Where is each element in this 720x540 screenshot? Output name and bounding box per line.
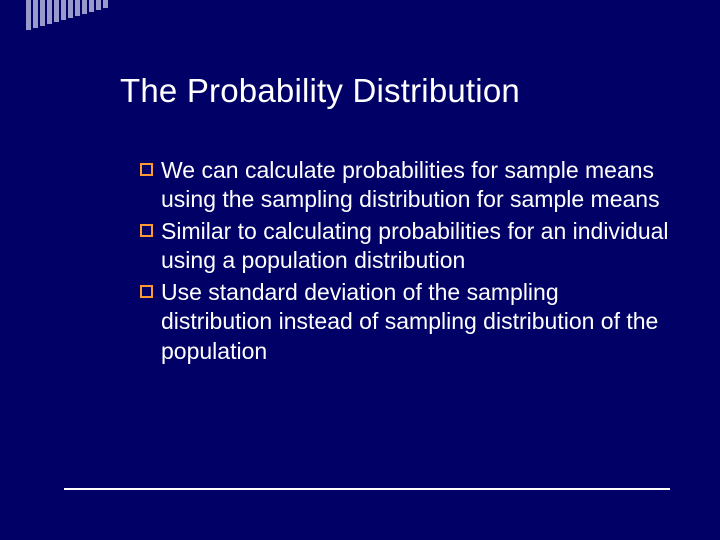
bullet-list: We can calculate probabilities for sampl… [120,156,670,366]
deco-bar [68,0,73,18]
deco-bar [103,0,108,8]
deco-bar [54,0,59,22]
bullet-item: We can calculate probabilities for sampl… [140,156,670,215]
footer-divider [64,488,670,490]
bullet-box-icon [140,224,153,237]
slide-content: The Probability Distribution We can calc… [120,72,670,368]
deco-bar [96,0,101,10]
slide-title: The Probability Distribution [120,72,670,110]
deco-bar [89,0,94,12]
deco-bar [75,0,80,16]
bullet-item: Similar to calculating probabilities for… [140,217,670,276]
deco-bar [33,0,38,28]
bullet-box-icon [140,163,153,176]
bullet-text: Similar to calculating probabilities for… [161,217,670,276]
deco-bar [26,0,31,30]
bullet-item: Use standard deviation of the sampling d… [140,278,670,366]
deco-bar [82,0,87,14]
bullet-text: We can calculate probabilities for sampl… [161,156,670,215]
deco-bar [40,0,45,26]
deco-bar [61,0,66,20]
bullet-text: Use standard deviation of the sampling d… [161,278,670,366]
decorative-bars [26,0,108,30]
deco-bar [47,0,52,24]
bullet-box-icon [140,285,153,298]
